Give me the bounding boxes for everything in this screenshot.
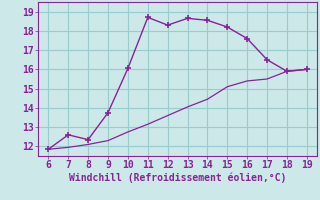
X-axis label: Windchill (Refroidissement éolien,°C): Windchill (Refroidissement éolien,°C) bbox=[69, 173, 286, 183]
